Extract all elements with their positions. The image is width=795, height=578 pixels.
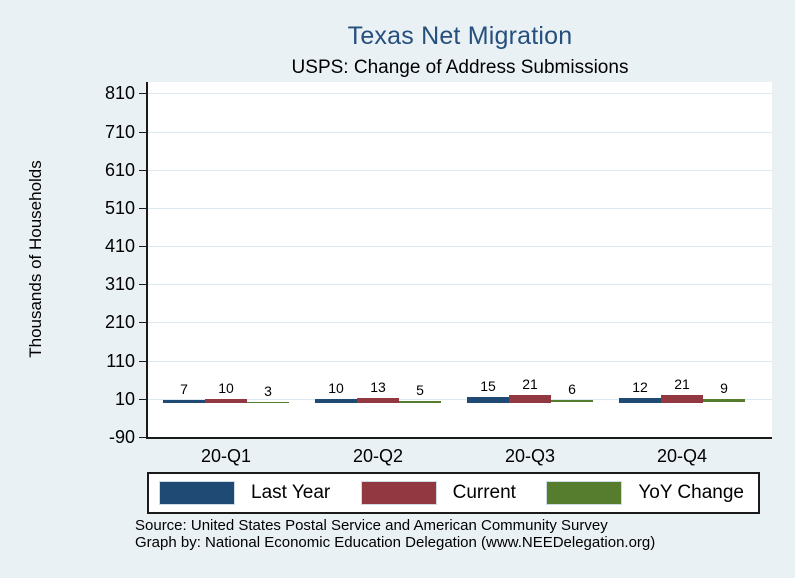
bar-value-label: 10 bbox=[218, 380, 234, 396]
bar-value-label: 13 bbox=[370, 379, 386, 395]
chart-legend: Last Year Current YoY Change bbox=[147, 472, 760, 514]
y-axis-tick bbox=[139, 208, 146, 209]
y-tick-label: 210 bbox=[104, 312, 135, 332]
bar-value-label: 12 bbox=[632, 379, 648, 395]
bar-yoy-change-20-Q2 bbox=[399, 401, 441, 403]
bar-yoy-change-20-Q4 bbox=[703, 399, 745, 402]
y-axis-tick bbox=[139, 322, 146, 323]
gridline bbox=[148, 246, 772, 247]
legend-label: YoY Change bbox=[638, 482, 744, 503]
y-axis-tick bbox=[139, 361, 146, 362]
y-axis-title: Thousands of Households bbox=[26, 160, 45, 358]
plot-area bbox=[148, 82, 772, 437]
y-tick-label: 410 bbox=[104, 236, 135, 256]
y-tick-label: 810 bbox=[104, 83, 135, 103]
bar-value-label: 21 bbox=[522, 376, 538, 392]
x-tick-label: 20-Q2 bbox=[352, 446, 404, 466]
legend-item-yoy-change: YoY Change bbox=[546, 481, 744, 505]
y-tick-label: 110 bbox=[106, 351, 135, 371]
gridline bbox=[148, 93, 772, 94]
y-tick-label: 710 bbox=[104, 122, 135, 142]
gridline bbox=[148, 208, 772, 209]
y-axis-tick bbox=[139, 170, 146, 171]
gridline bbox=[148, 132, 772, 133]
gridline bbox=[148, 322, 772, 323]
gridline bbox=[148, 284, 772, 285]
bar-last-year-20-Q3 bbox=[467, 397, 509, 403]
x-axis-line bbox=[146, 437, 772, 439]
y-axis-tick bbox=[139, 246, 146, 247]
bar-last-year-20-Q4 bbox=[619, 398, 661, 403]
gridline bbox=[148, 399, 772, 400]
gridline bbox=[148, 170, 772, 171]
bar-yoy-change-20-Q3 bbox=[551, 400, 593, 402]
x-tick-label: 20-Q1 bbox=[200, 446, 252, 466]
bar-value-label: 15 bbox=[480, 378, 496, 394]
bar-value-label: 10 bbox=[328, 380, 344, 396]
bar-value-label: 5 bbox=[416, 382, 424, 398]
y-tick-label: -90 bbox=[108, 427, 135, 447]
bar-current-20-Q2 bbox=[357, 398, 399, 403]
legend-swatch-last-year bbox=[159, 481, 235, 505]
legend-item-last-year: Last Year bbox=[159, 481, 330, 505]
y-tick-label: 510 bbox=[104, 198, 135, 218]
legend-swatch-yoy-change bbox=[546, 481, 623, 505]
y-axis-tick bbox=[139, 399, 146, 400]
bar-current-20-Q1 bbox=[205, 399, 247, 403]
bar-current-20-Q3 bbox=[509, 395, 551, 403]
legend-item-current: Current bbox=[360, 481, 516, 505]
chart-subtitle: USPS: Change of Address Submissions bbox=[291, 57, 629, 78]
chart-title: Texas Net Migration bbox=[347, 22, 573, 50]
y-axis-tick bbox=[139, 132, 146, 133]
y-tick-label: 310 bbox=[104, 274, 135, 294]
y-axis-tick bbox=[139, 93, 146, 94]
legend-swatch-current bbox=[360, 481, 437, 505]
y-axis-tick bbox=[139, 284, 146, 285]
legend-label: Last Year bbox=[251, 482, 331, 503]
y-tick-label: 610 bbox=[104, 160, 135, 180]
bar-value-label: 9 bbox=[720, 380, 728, 396]
y-axis-tick bbox=[139, 437, 146, 438]
bar-value-label: 21 bbox=[674, 376, 690, 392]
bar-last-year-20-Q2 bbox=[315, 399, 357, 403]
bar-value-label: 3 bbox=[264, 383, 272, 399]
x-tick-label: 20-Q4 bbox=[656, 446, 708, 466]
bar-yoy-change-20-Q1 bbox=[247, 402, 289, 403]
x-tick-label: 20-Q3 bbox=[504, 446, 556, 466]
source-note: Source: United States Postal Service and… bbox=[135, 517, 775, 551]
bar-value-label: 6 bbox=[568, 381, 576, 397]
y-axis-line bbox=[146, 82, 148, 439]
source-line: Source: United States Postal Service and… bbox=[135, 517, 608, 534]
gridline bbox=[148, 361, 772, 362]
y-tick-label: 10 bbox=[114, 389, 135, 409]
bar-current-20-Q4 bbox=[661, 395, 703, 403]
bar-last-year-20-Q1 bbox=[163, 400, 205, 403]
legend-label: Current bbox=[452, 482, 516, 503]
bar-value-label: 7 bbox=[180, 381, 188, 397]
graph-by-line: Graph by: National Economic Education De… bbox=[135, 534, 656, 551]
